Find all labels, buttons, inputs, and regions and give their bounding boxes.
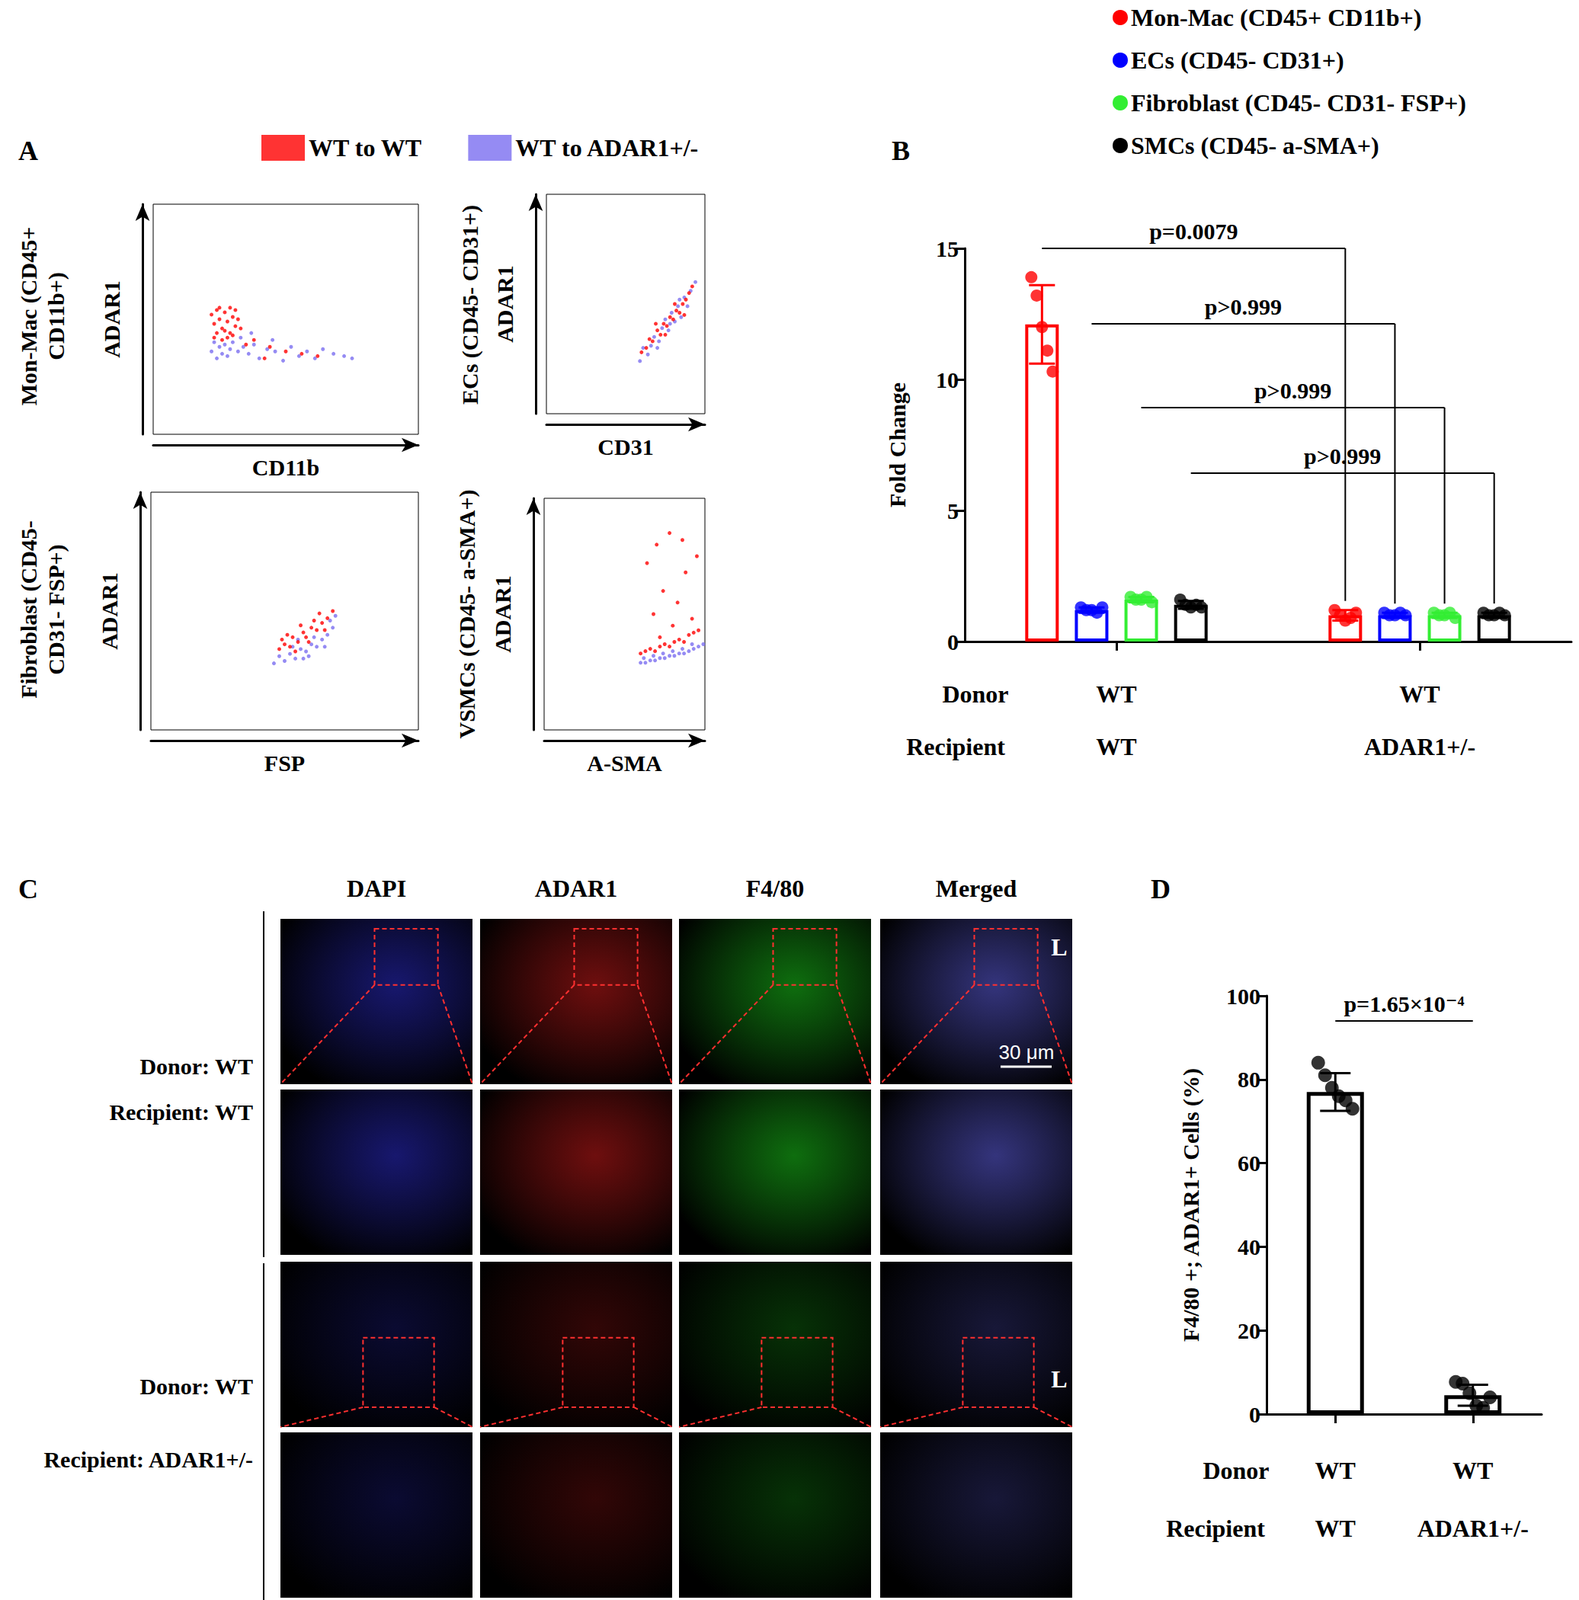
svg-text:CD31: CD31 [597, 434, 654, 460]
svg-text:SMCs (CD45- a-SMA+): SMCs (CD45- a-SMA+) [1130, 131, 1380, 160]
svg-text:15: 15 [935, 236, 959, 262]
svg-text:DAPI: DAPI [346, 874, 407, 903]
svg-text:80: 80 [1237, 1066, 1261, 1093]
svg-text:WT: WT [1095, 733, 1137, 761]
svg-text:30 μm: 30 μm [999, 1040, 1055, 1064]
svg-text:p>0.999: p>0.999 [1254, 377, 1332, 404]
svg-text:WT: WT [1452, 1457, 1493, 1485]
svg-text:WT: WT [1315, 1514, 1356, 1543]
svg-text:WT to WT: WT to WT [308, 134, 422, 162]
svg-text:5: 5 [947, 498, 959, 524]
svg-text:Merged: Merged [935, 874, 1018, 903]
svg-text:Recipient: Recipient [906, 733, 1006, 761]
svg-text:WT: WT [1315, 1457, 1356, 1485]
svg-text:Donor: WT: Donor: WT [139, 1053, 254, 1080]
svg-text:Recipient: Recipient [1165, 1514, 1266, 1543]
svg-text:F4/80 +; ADAR1+ Cells (%): F4/80 +; ADAR1+ Cells (%) [1178, 1068, 1205, 1342]
svg-text:WT: WT [1399, 680, 1440, 708]
svg-text:ADAR1+/-: ADAR1+/- [1417, 1514, 1529, 1543]
svg-text:ADAR1+/-: ADAR1+/- [1364, 733, 1476, 761]
svg-text:100: 100 [1226, 983, 1261, 1009]
svg-text:A-SMA: A-SMA [586, 750, 663, 776]
svg-text:ADAR1: ADAR1 [492, 265, 518, 343]
svg-text:60: 60 [1237, 1150, 1261, 1176]
svg-text:WT to ADAR1+/-: WT to ADAR1+/- [515, 134, 699, 162]
svg-text:ECs (CD45- CD31+): ECs (CD45- CD31+) [457, 204, 484, 405]
svg-text:B: B [891, 135, 910, 167]
svg-text:VSMCs (CD45- a-SMA+): VSMCs (CD45- a-SMA+) [454, 489, 481, 739]
svg-text:ECs (CD45- CD31+): ECs (CD45- CD31+) [1130, 46, 1345, 74]
svg-text:p>0.999: p>0.999 [1204, 294, 1282, 320]
svg-text:D: D [1150, 874, 1171, 905]
svg-text:FSP: FSP [264, 750, 305, 776]
svg-text:WT: WT [1095, 680, 1137, 708]
svg-text:10: 10 [935, 367, 959, 393]
svg-text:Fold Change: Fold Change [884, 382, 910, 508]
svg-text:ADAR1: ADAR1 [490, 575, 516, 654]
svg-text:Recipient: WT: Recipient: WT [108, 1099, 254, 1125]
svg-text:L: L [1050, 1365, 1067, 1394]
svg-text:CD31- FSP+): CD31- FSP+) [43, 544, 70, 675]
svg-text:Donor: Donor [1202, 1457, 1269, 1485]
svg-text:p=1.65×10⁻⁴: p=1.65×10⁻⁴ [1343, 991, 1464, 1017]
svg-text:0: 0 [1249, 1402, 1261, 1428]
svg-text:Fibroblast (CD45-: Fibroblast (CD45- [16, 520, 42, 699]
svg-text:20: 20 [1237, 1318, 1261, 1344]
svg-text:ADAR1: ADAR1 [96, 572, 122, 651]
svg-text:Mon-Mac (CD45+ CD11b+): Mon-Mac (CD45+ CD11b+) [1130, 3, 1422, 32]
svg-text:p=0.0079: p=0.0079 [1149, 218, 1238, 244]
svg-text:L: L [1050, 933, 1067, 961]
svg-text:Donor: WT: Donor: WT [139, 1374, 254, 1400]
svg-text:A: A [18, 135, 39, 167]
svg-text:0: 0 [947, 629, 959, 655]
svg-text:ADAR1: ADAR1 [534, 874, 618, 903]
svg-text:C: C [18, 874, 39, 905]
svg-text:Mon-Mac (CD45+: Mon-Mac (CD45+ [16, 227, 42, 407]
svg-text:F4/80: F4/80 [746, 874, 804, 903]
svg-text:Recipient: ADAR1+/-: Recipient: ADAR1+/- [43, 1447, 254, 1473]
svg-text:p>0.999: p>0.999 [1303, 443, 1381, 469]
svg-text:Donor: Donor [941, 680, 1009, 708]
svg-text:CD11b+): CD11b+) [43, 272, 70, 360]
svg-text:40: 40 [1237, 1234, 1261, 1260]
svg-text:CD11b: CD11b [252, 454, 320, 481]
svg-text:Fibroblast (CD45- CD31- FSP+): Fibroblast (CD45- CD31- FSP+) [1130, 89, 1467, 117]
svg-text:ADAR1: ADAR1 [99, 280, 125, 359]
